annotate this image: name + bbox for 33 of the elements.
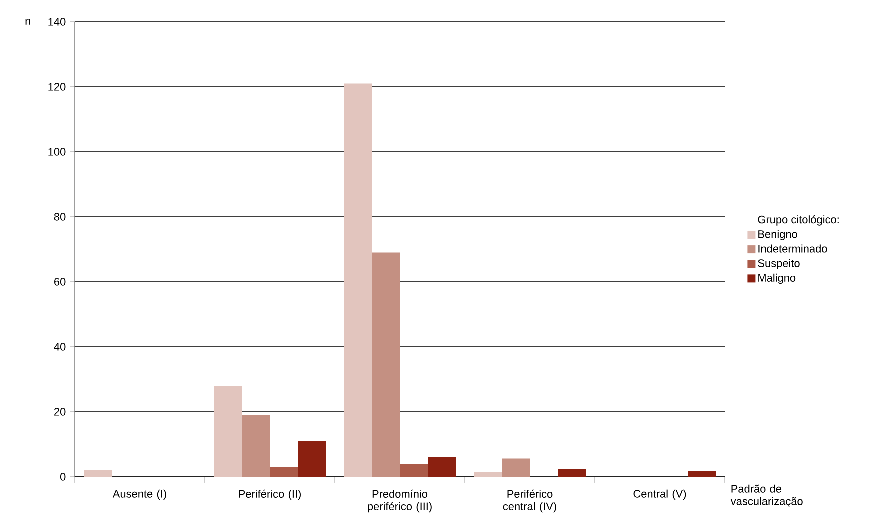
y-tick-label: 0 [60,473,66,481]
legend-label: Indeterminado [758,244,828,253]
y-axis-title: n [26,19,30,25]
legend-title: Grupo citológico: [758,215,839,226]
legend-label: Suspeito [758,259,800,270]
bar [558,469,586,477]
bar [270,467,298,477]
x-tick-label: Predomínio periférico (III) [368,490,432,513]
x-axis-title: Padrão de vascularização [730,484,803,508]
y-tick-label: 80 [54,213,66,221]
y-tick-label: 60 [54,278,66,286]
bar [502,458,530,477]
x-tick-label: Ausente (I) [112,490,166,500]
y-tick-label: 40 [54,343,66,351]
x-tick-label: Periférico central (IV) [503,490,556,513]
bar [298,441,326,477]
y-tick-label: 120 [48,83,66,91]
bar [400,464,428,477]
bar [428,457,456,477]
x-tick-label: Central (V) [634,490,686,500]
bar [372,252,400,477]
bar [214,386,242,477]
y-tick-label: 140 [48,18,66,26]
bar [242,415,270,477]
legend-label: Maligno [758,274,796,284]
bar [344,84,372,477]
y-tick-label: 100 [48,148,66,156]
bar [84,470,112,477]
legend-label: Benigno [758,230,798,240]
bar [474,472,502,477]
y-tick-label: 20 [54,408,66,416]
bar [688,471,716,477]
x-tick-label: Periférico (II) [239,490,301,500]
